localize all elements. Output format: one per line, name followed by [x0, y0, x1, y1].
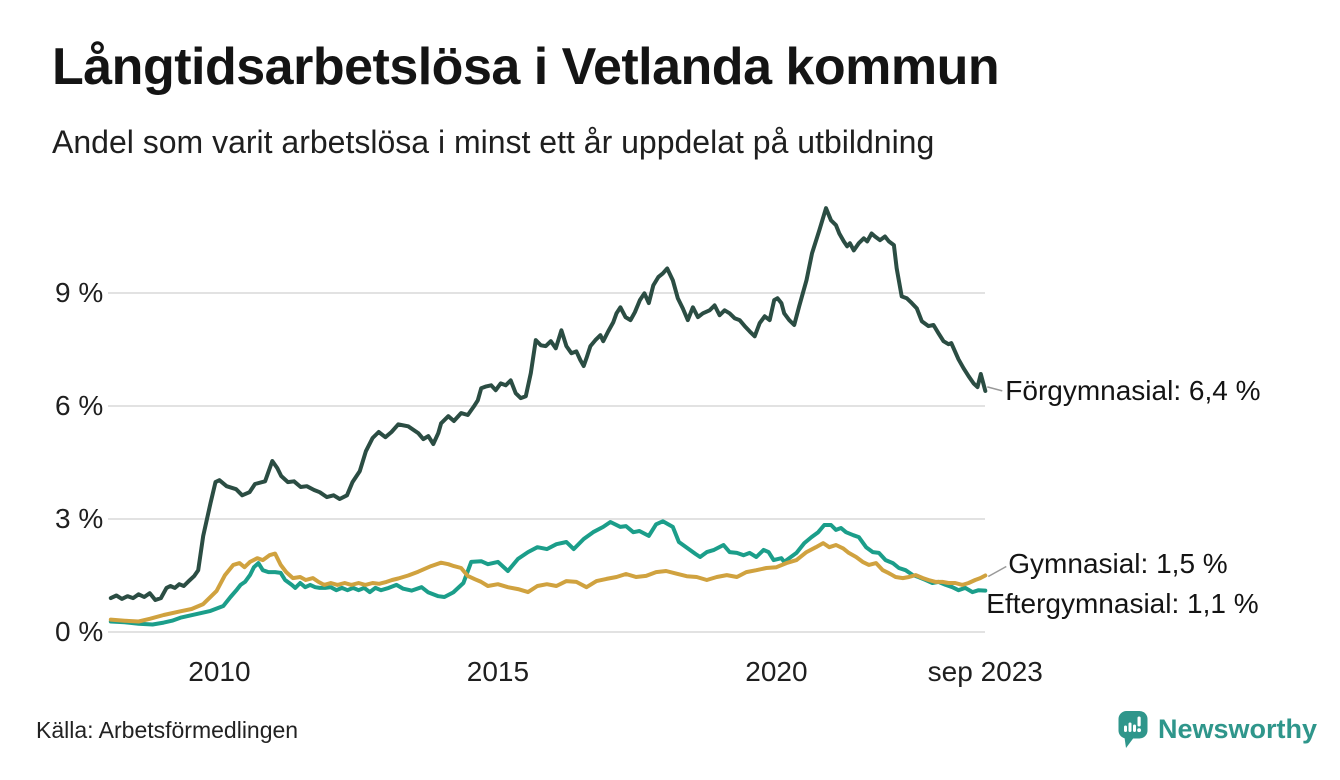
series-line-eftergymnasial: [108, 519, 988, 627]
y-axis-tick-9: 9 %: [55, 276, 104, 308]
x-axis-tick-sep-2023: sep 2023: [927, 656, 1043, 687]
brand-lockup: Newsworthy: [1117, 710, 1317, 750]
newsworthy-logo-icon: [1118, 711, 1148, 748]
series-end-label-förgymnasial: Förgymnasial: 6,4 %: [1005, 374, 1261, 406]
series-end-label-eftergymnasial: Eftergymnasial: 1,1 %: [986, 587, 1259, 619]
y-axis-tick-6: 6 %: [55, 389, 104, 421]
label-connector-förgymnasial: [987, 386, 1003, 392]
x-axis-tick-2015: 2015: [466, 656, 530, 687]
series-end-label-gymnasial: Gymnasial: 1,5 %: [1008, 548, 1228, 580]
page-subtitle: Andel som varit arbetslösa i minst ett å…: [52, 124, 935, 160]
x-axis-tick-2020: 2020: [745, 656, 808, 687]
x-axis-tick-2010: 2010: [188, 656, 251, 687]
y-axis-tick-3: 3 %: [55, 502, 104, 534]
label-connector-gymnasial: [987, 565, 1007, 578]
y-axis-tick-0: 0 %: [55, 616, 104, 647]
source-note: Källa: Arbetsförmedlingen: [36, 717, 299, 743]
series-line-förgymnasial: [108, 206, 988, 602]
series-line-gymnasial: [108, 541, 988, 624]
page-title: Långtidsarbetslösa i Vetlanda kommun: [52, 38, 1000, 96]
brand-name: Newsworthy: [1158, 714, 1318, 744]
